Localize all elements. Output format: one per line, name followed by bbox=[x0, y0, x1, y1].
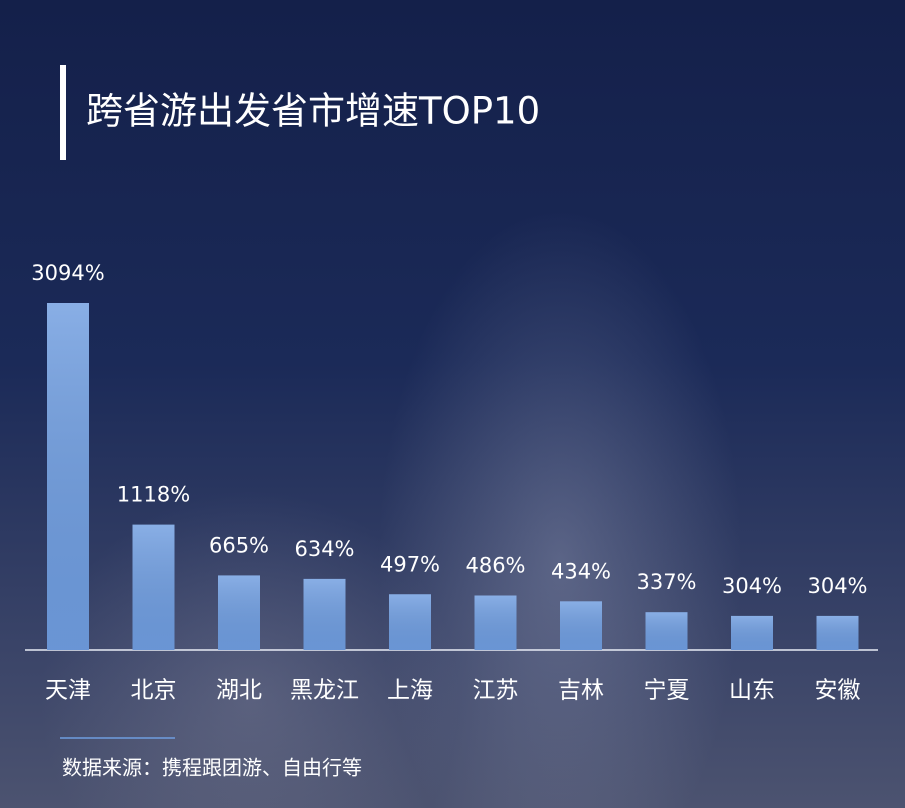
x-tick-label: 山东 bbox=[729, 678, 775, 704]
bar-shade bbox=[303, 578, 346, 650]
value-label: 337% bbox=[636, 570, 696, 594]
bar-shade bbox=[645, 612, 688, 650]
x-tick-label: 黑龙江 bbox=[290, 678, 359, 704]
bar-shade bbox=[218, 575, 260, 650]
value-label: 304% bbox=[722, 574, 782, 598]
value-label: 634% bbox=[294, 537, 354, 561]
value-label: 665% bbox=[209, 533, 269, 557]
value-label: 304% bbox=[807, 574, 867, 598]
bar-shade bbox=[47, 303, 89, 650]
source-note: 数据来源：携程跟团游、自由行等 bbox=[62, 756, 362, 780]
bar-shade bbox=[731, 615, 773, 650]
bar-shade bbox=[816, 615, 859, 650]
x-tick-label: 江苏 bbox=[473, 678, 519, 704]
x-tick-label: 吉林 bbox=[558, 678, 604, 704]
value-label: 1118% bbox=[117, 483, 190, 507]
value-label: 497% bbox=[380, 552, 440, 576]
bar-shade bbox=[132, 524, 175, 650]
x-tick-label: 北京 bbox=[131, 678, 177, 704]
bar-shade bbox=[389, 594, 431, 650]
chart-title: 跨省游出发省市增速TOP10 bbox=[86, 90, 540, 133]
x-tick-label: 上海 bbox=[387, 678, 433, 704]
title-accent bbox=[60, 65, 66, 160]
value-label: 3094% bbox=[31, 261, 104, 285]
bar-shade bbox=[474, 595, 517, 650]
x-tick-label: 宁夏 bbox=[644, 678, 690, 704]
x-tick-label: 安徽 bbox=[815, 678, 861, 704]
x-tick-label: 湖北 bbox=[216, 678, 262, 704]
x-tick-label: 天津 bbox=[45, 678, 91, 704]
value-label: 434% bbox=[551, 559, 611, 583]
bar-shade bbox=[560, 601, 602, 650]
value-label: 486% bbox=[465, 553, 525, 577]
